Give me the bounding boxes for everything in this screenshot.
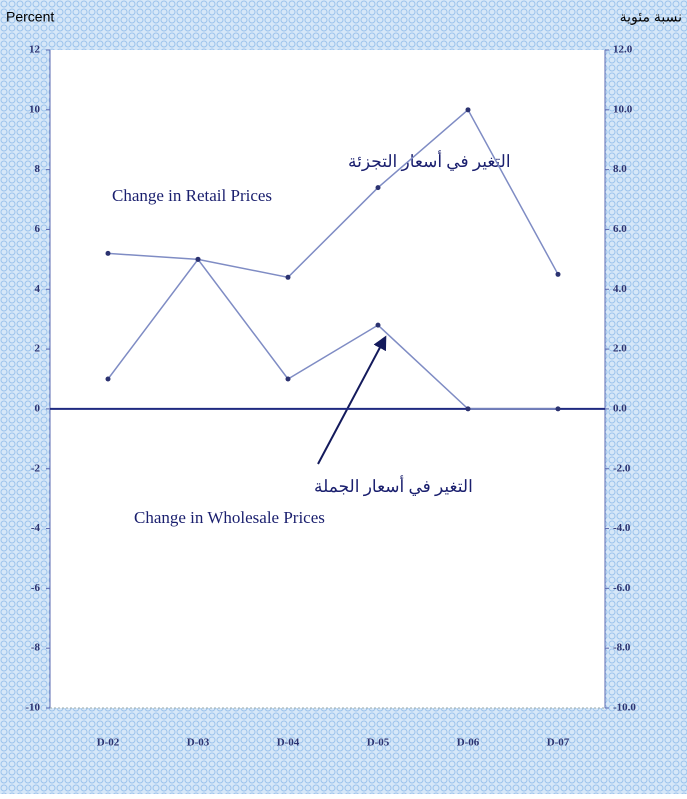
y-tick-label: 8	[35, 163, 41, 175]
x-tick-label: D-04	[277, 737, 300, 749]
annotation: التغير في أسعار الجملة	[314, 475, 473, 497]
y2-tick-label: -4.0	[613, 522, 631, 534]
plot-area	[50, 50, 605, 708]
x-tick-label: D-03	[187, 737, 210, 749]
x-tick-label: D-02	[97, 737, 120, 749]
y2-tick-label: -6.0	[613, 582, 631, 594]
x-tick-label: D-06	[457, 737, 480, 749]
y-tick-label: 10	[29, 103, 41, 115]
y2-tick-label: 10.0	[613, 103, 633, 115]
y-tick-label: -8	[31, 642, 41, 654]
annotation: Change in Retail Prices	[112, 186, 272, 205]
point	[375, 185, 381, 191]
annotation: Change in Wholesale Prices	[134, 508, 325, 527]
y-tick-label: 4	[35, 283, 41, 295]
y-tick-label: -10	[25, 702, 40, 714]
y2-tick-label: 12.0	[613, 44, 633, 56]
y-tick-label: -6	[31, 582, 41, 594]
y2-tick-label: -8.0	[613, 642, 631, 654]
series-line	[107, 108, 559, 279]
x-tick-label: D-05	[367, 737, 390, 749]
y2-tick-label: 4.0	[613, 283, 627, 295]
y-label-right: نسبة مئوية	[620, 9, 682, 26]
y-tick-label: 0	[35, 402, 41, 414]
y2-tick-label: 8.0	[613, 163, 627, 175]
y-tick-label: 6	[35, 223, 41, 235]
point	[555, 406, 561, 412]
arrow	[317, 335, 387, 465]
y2-tick-label: 0.0	[613, 402, 627, 414]
y2-tick-label: -2.0	[613, 462, 631, 474]
point	[465, 406, 471, 412]
point	[465, 107, 471, 113]
y-tick-label: 12	[29, 44, 41, 56]
point	[285, 274, 291, 280]
point	[285, 376, 291, 382]
y-label-left: Percent	[6, 9, 54, 25]
annotation: التغير في أسعار التجزئة	[348, 150, 511, 172]
point	[105, 250, 111, 256]
series-line	[107, 258, 558, 410]
point	[555, 271, 561, 277]
point	[195, 256, 201, 262]
y-tick-label: 2	[35, 343, 41, 355]
y-tick-label: -4	[31, 522, 41, 534]
y-tick-label: -2	[31, 462, 41, 474]
x-tick-label: D-07	[547, 737, 570, 749]
point	[375, 322, 381, 328]
y2-tick-label: 6.0	[613, 223, 627, 235]
point	[105, 376, 111, 382]
y2-tick-label: 2.0	[613, 343, 627, 355]
y2-tick-label: -10.0	[613, 702, 636, 714]
